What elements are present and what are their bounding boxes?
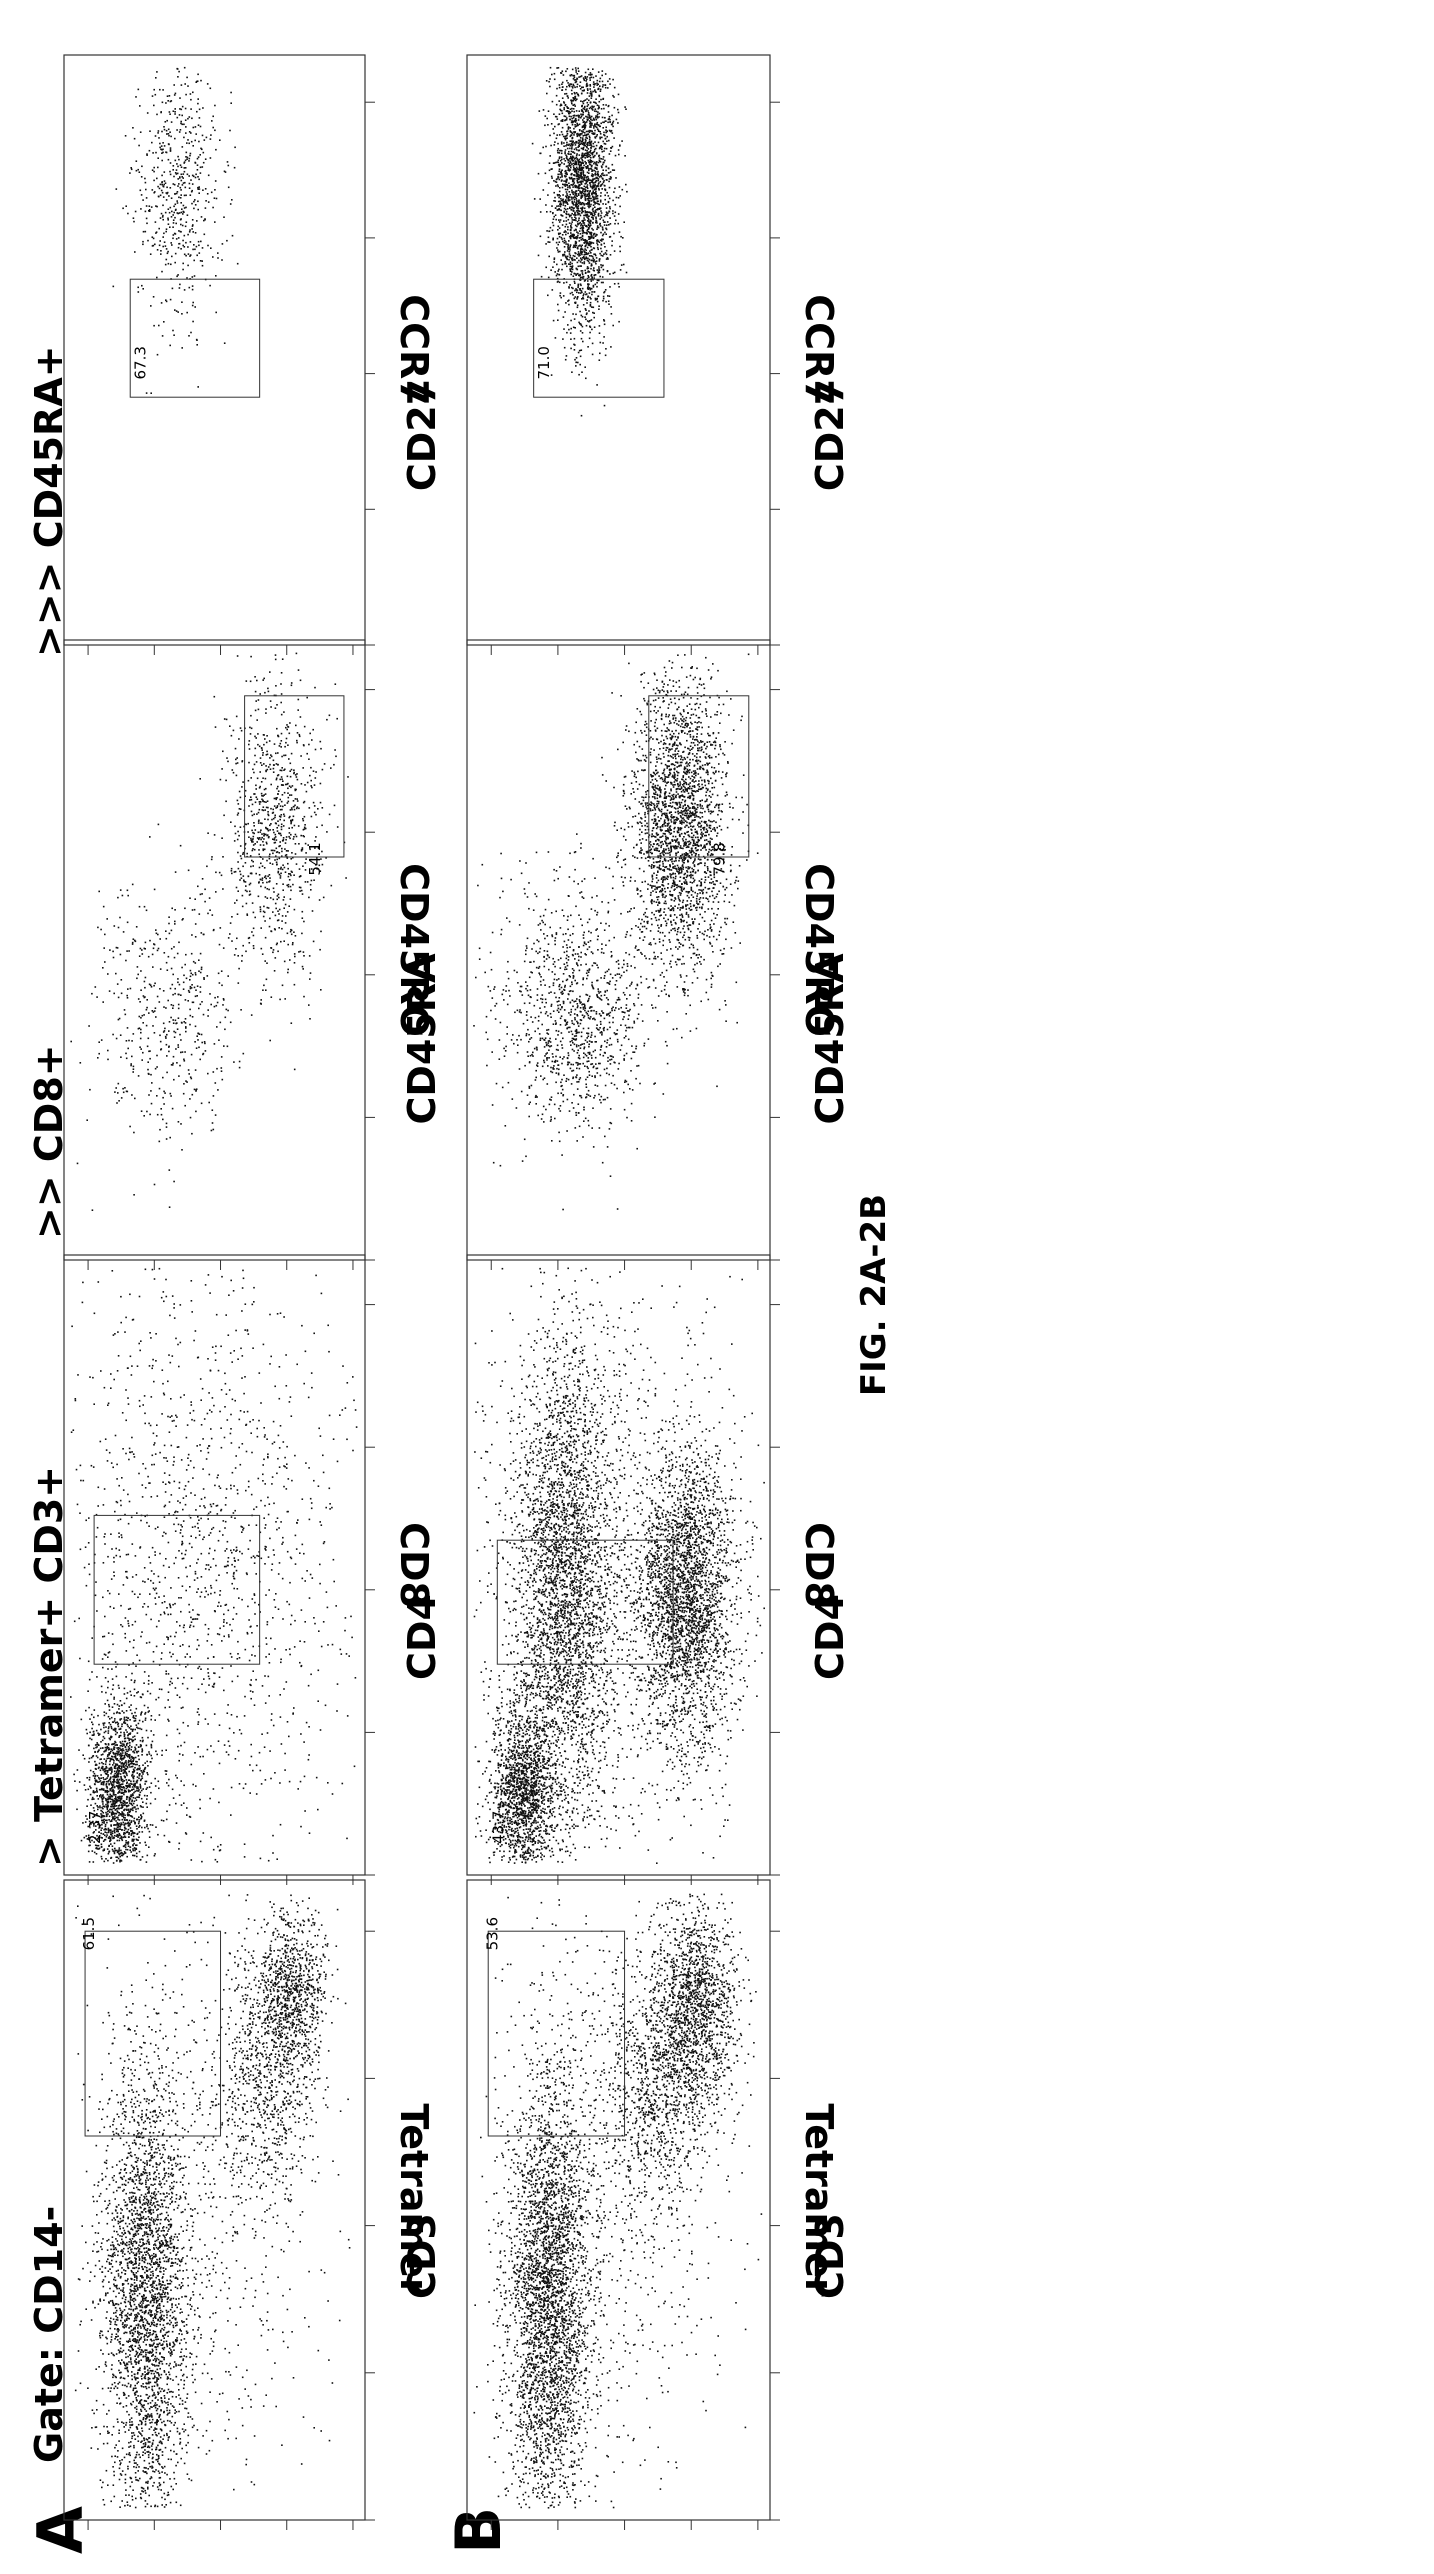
dot-plot-b3: 79.8 (467, 640, 780, 1270)
plot-frame (64, 55, 365, 645)
plot-frame (467, 640, 770, 1260)
dot-plot-a3: 54.1 (64, 640, 375, 1270)
event-dots (113, 67, 239, 394)
event-dots (473, 654, 758, 1211)
y-axis-label: Tetramer (392, 2103, 436, 2297)
plot-frame (467, 1255, 770, 1875)
y-axis-label: CD8 (797, 1522, 841, 1608)
gate-percentage: 2.37 (86, 1811, 104, 1844)
y-axis-label: CCR7 (797, 294, 841, 405)
event-dots (474, 1268, 765, 1865)
panel-letter-a: A (24, 2506, 97, 2554)
dot-plot-a1: 61.5 (64, 1880, 375, 2530)
y-axis-label: Tetramer (797, 2103, 841, 2297)
dot-plot-a2: 2.37 (64, 1255, 375, 1885)
plot-frame (467, 1880, 770, 2520)
plot-frame (467, 55, 770, 645)
y-axis-label: CD45RO (392, 863, 436, 1037)
dot-plot-b1: 53.6 (467, 1880, 780, 2530)
dot-plot-b4: 71.0 (467, 55, 780, 655)
gate-percentage: 79.8 (711, 842, 729, 875)
event-dots (75, 1894, 351, 2508)
gate-rectangle (94, 1515, 260, 1664)
gate-percentage: 71.0 (535, 346, 553, 379)
y-axis-labels: Tetramer CD8 CD45RO CCR7 Tetramer CD8 CD45RO CC… (392, 294, 841, 2297)
gate-rectangle (245, 696, 344, 857)
panel-letter-b: B (442, 2507, 515, 2554)
gate-percentage: 53.6 (483, 1917, 501, 1950)
dot-plot-a4: 67.3 (64, 55, 375, 655)
event-dots (474, 1894, 763, 2509)
event-dots (70, 653, 348, 1211)
gate-percentage: 54.1 (306, 842, 324, 875)
y-axis-label: CCR7 (392, 294, 436, 405)
dot-plot-b2: 43.7 (467, 1255, 780, 1885)
gate-percentage: 43.7 (489, 1811, 507, 1844)
y-axis-label: CD45RO (797, 863, 841, 1037)
figure-caption: FIG. 2A-2B (854, 1194, 894, 1396)
event-dots (70, 1268, 357, 1864)
gate-percentage: 67.3 (131, 346, 149, 379)
gate-percentage: 61.5 (80, 1917, 98, 1950)
y-axis-label: CD8 (392, 1522, 436, 1608)
gate-rectangle (130, 279, 259, 397)
